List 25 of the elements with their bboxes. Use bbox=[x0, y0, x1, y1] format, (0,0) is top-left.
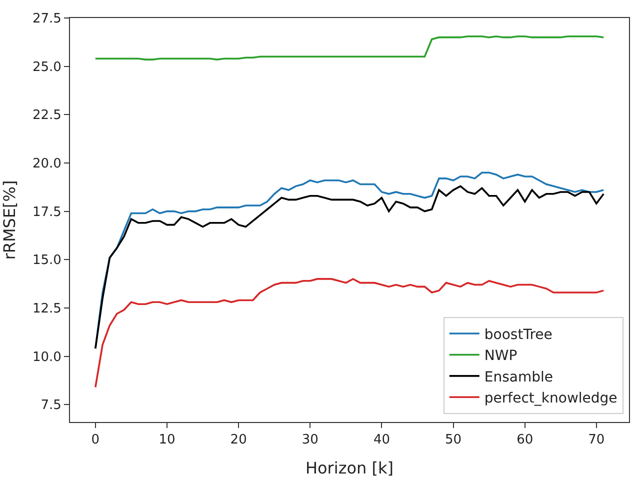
x-tick-label: 50 bbox=[445, 432, 462, 448]
x-tick-label: 40 bbox=[373, 432, 390, 448]
x-tick-label: 60 bbox=[516, 432, 534, 448]
legend-label: perfect_knowledge bbox=[484, 390, 618, 407]
x-tick-label: 30 bbox=[302, 432, 318, 448]
legend-label: Ensamble bbox=[484, 369, 554, 386]
y-tick-label: 10.0 bbox=[32, 350, 62, 365]
line-series bbox=[94, 35, 604, 60]
x-axis-title: Horizon [k] bbox=[305, 458, 394, 478]
x-tick-label: 10 bbox=[158, 432, 176, 448]
x-tick-label: 0 bbox=[91, 432, 100, 448]
legend-label: boostTree bbox=[484, 326, 552, 343]
y-tick-label: 22.5 bbox=[32, 108, 62, 124]
y-tick-label: 27.5 bbox=[32, 12, 62, 27]
y-tick-label: 7.5 bbox=[40, 398, 62, 414]
y-tick-label: 15.0 bbox=[32, 253, 62, 268]
legend-label: NWP bbox=[484, 348, 518, 364]
line-series bbox=[94, 278, 604, 388]
y-tick-label: 20.0 bbox=[32, 156, 62, 172]
x-tick-label: 20 bbox=[230, 432, 247, 448]
y-axis-title: rRMSE[%] bbox=[0, 180, 19, 260]
x-tick-label: 70 bbox=[588, 432, 605, 448]
y-tick-label: 12.5 bbox=[32, 302, 62, 316]
y-tick-label: 25.0 bbox=[32, 60, 62, 75]
y-tick-label: 17.5 bbox=[32, 204, 62, 220]
